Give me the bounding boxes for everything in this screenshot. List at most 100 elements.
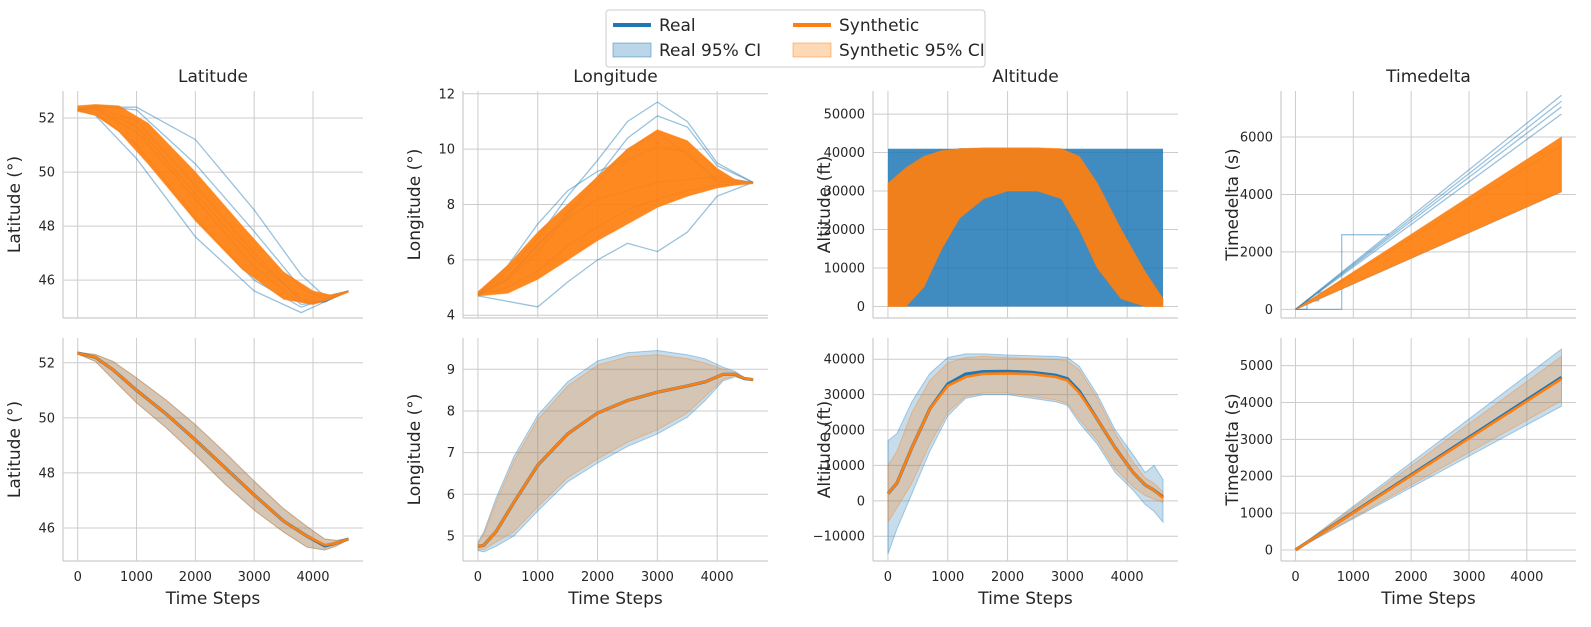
x-axis-label: Time Steps <box>1380 589 1476 609</box>
y-tick-label: 6 <box>447 488 455 503</box>
y-tick-label: 7 <box>447 446 455 461</box>
y-tick-label: 3000 <box>1240 433 1273 448</box>
x-axis-label: Time Steps <box>165 589 261 609</box>
y-tick-label: 52 <box>38 356 55 371</box>
synthetic-mean-line <box>77 351 349 547</box>
panel-alt-traj: 0 10000 20000 30000 40000 50000 Altitude Altitu… <box>815 67 1178 319</box>
real-ci-band <box>887 353 1164 555</box>
y-axis-label: Timedelta (s) <box>1223 148 1243 261</box>
y-tick-label: 9 <box>447 363 455 378</box>
y-axis-label: Longitude (°) <box>405 149 425 261</box>
panel-td-traj: 0 2000 4000 6000 Timedelta Timedelta (s) <box>1223 67 1576 319</box>
y-axis-label: Altitude (ft) <box>815 156 835 253</box>
x-tick-label: 3000 <box>238 570 271 585</box>
panel-title: Latitude <box>178 67 248 87</box>
plot-area <box>1295 94 1562 311</box>
y-axis-label: Altitude (ft) <box>815 401 835 498</box>
panel-lon-mean: 5 6 7 8 9 0 1000 2000 3000 4000 Time Steps Longitud… <box>405 338 768 609</box>
panel-title: Timedelta <box>1385 67 1471 87</box>
synthetic-mean-line <box>477 373 754 548</box>
y-tick-label: 8 <box>447 404 455 419</box>
synthetic-trajectory-envelope <box>1295 136 1562 310</box>
synthetic-mean-line <box>1294 377 1563 551</box>
y-tick-label: 50 <box>38 166 55 181</box>
plot-area <box>477 349 754 553</box>
legend-real-ci-label: Real 95% CI <box>659 41 761 61</box>
synthetic-trajectory-envelope <box>887 147 1164 307</box>
y-tick-label: 0 <box>1265 543 1273 558</box>
y-tick-label: 8 <box>447 198 455 213</box>
y-tick-label: 20000 <box>824 424 865 439</box>
plot-area <box>77 103 349 314</box>
y-tick-label: 40000 <box>824 146 865 161</box>
y-tick-label: 1000 <box>1240 507 1273 522</box>
legend-synthetic-ci-swatch <box>792 42 832 58</box>
x-tick-label: 0 <box>1291 570 1299 585</box>
real-trajectory-line <box>77 109 349 314</box>
x-tick-label: 1000 <box>1337 570 1370 585</box>
panel-alt-mean: −10000 0 10000 20000 30000 40000 0 1000 2000 3000… <box>813 338 1178 609</box>
legend-frame <box>605 9 986 68</box>
x-tick-label: 3000 <box>641 570 674 585</box>
plot-area <box>1294 348 1563 552</box>
y-tick-label: 6 <box>447 253 455 268</box>
plot-area <box>477 101 754 308</box>
panel-lon-traj: 4 6 8 10 12 Longitude Longitude (°) <box>405 67 768 324</box>
panel-lat-traj: 46 48 50 52 Latitude Latitude (°) <box>5 67 363 319</box>
x-tick-label: 2000 <box>1395 570 1428 585</box>
panel-lat-mean: 46 48 50 52 0 1000 2000 3000 4000 Time Steps Latit… <box>5 338 363 609</box>
x-axis-label: Time Steps <box>977 589 1073 609</box>
real-trajectory-line <box>1295 106 1562 310</box>
synthetic-ci-band <box>887 355 1164 524</box>
x-tick-label: 0 <box>474 570 482 585</box>
y-tick-label: 5000 <box>1240 359 1273 374</box>
y-tick-label: 10 <box>438 143 455 158</box>
real-ci-band <box>477 349 754 553</box>
legend-synthetic-label: Synthetic <box>839 16 919 36</box>
y-tick-label: 2000 <box>1240 470 1273 485</box>
x-tick-label: 0 <box>74 570 82 585</box>
y-tick-label: 12 <box>438 87 455 102</box>
y-tick-label: 48 <box>38 220 55 235</box>
x-tick-label: 2000 <box>179 570 212 585</box>
synthetic-trajectory-envelope <box>77 103 349 306</box>
x-tick-label: 3000 <box>1452 570 1485 585</box>
panel-title: Longitude <box>573 67 658 87</box>
y-tick-label: 20000 <box>824 223 865 238</box>
y-tick-label: 50000 <box>824 108 865 123</box>
y-axis-label: Longitude (°) <box>405 394 425 506</box>
real-trajectory-line <box>1295 113 1562 310</box>
y-tick-label: 46 <box>38 521 55 536</box>
x-tick-label: 4000 <box>296 570 329 585</box>
real-ci-band <box>1295 348 1562 551</box>
real-trajectory-line <box>477 181 754 308</box>
plot-area <box>77 351 349 551</box>
panel-title: Altitude <box>992 67 1058 87</box>
y-tick-label: 30000 <box>824 185 865 200</box>
y-tick-label: 0 <box>1265 303 1273 318</box>
y-tick-label: 6000 <box>1240 130 1273 145</box>
y-tick-label: 50 <box>38 411 55 426</box>
y-tick-label: 46 <box>38 274 55 289</box>
legend-real-label: Real <box>659 16 696 36</box>
legend-synthetic-ci-label: Synthetic 95% CI <box>839 41 985 61</box>
real-trajectory-line <box>1295 94 1562 310</box>
synthetic-trajectory-envelope <box>477 129 754 297</box>
x-tick-label: 1000 <box>120 570 153 585</box>
x-axis-label: Time Steps <box>567 589 663 609</box>
y-tick-label: 40000 <box>824 353 865 368</box>
x-tick-label: 1000 <box>931 570 964 585</box>
y-axis-label: Timedelta (s) <box>1223 393 1243 506</box>
x-tick-label: 3000 <box>1051 570 1084 585</box>
x-tick-label: 4000 <box>1510 570 1543 585</box>
synthetic-ci-band <box>1295 355 1562 551</box>
y-tick-label: 10000 <box>824 459 865 474</box>
y-tick-label: 30000 <box>824 388 865 403</box>
x-tick-label: 1000 <box>521 570 554 585</box>
real-trajectory-line <box>1295 233 1389 311</box>
x-tick-label: 0 <box>884 570 892 585</box>
y-tick-label: 2000 <box>1240 245 1273 260</box>
plot-area <box>886 353 1164 555</box>
x-tick-label: 4000 <box>701 570 734 585</box>
